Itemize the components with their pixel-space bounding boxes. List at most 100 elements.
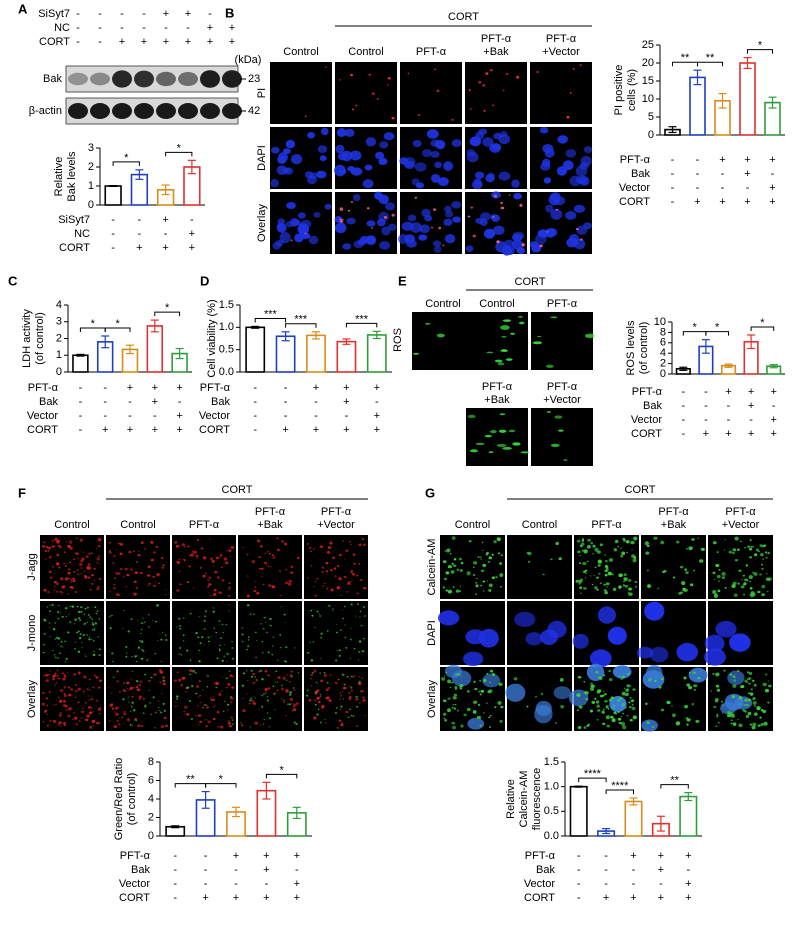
error-bar — [292, 806, 301, 820]
signal — [204, 572, 207, 575]
signal — [407, 72, 410, 75]
signal — [475, 584, 479, 588]
y-tick-label: 5 — [648, 111, 654, 123]
bar — [739, 62, 756, 136]
signal — [254, 676, 257, 678]
signal — [79, 637, 82, 640]
signal — [111, 652, 114, 655]
signal — [590, 575, 592, 577]
signal — [357, 659, 360, 661]
signal — [228, 610, 230, 612]
signal — [603, 583, 607, 586]
signal — [67, 631, 70, 634]
signal — [596, 704, 600, 708]
signal — [212, 698, 216, 701]
signal — [612, 719, 616, 722]
signal — [285, 139, 296, 149]
signal — [56, 657, 60, 659]
condition-sign: - — [604, 878, 608, 890]
signal — [48, 622, 51, 624]
signal — [732, 675, 736, 678]
signal — [223, 557, 228, 561]
signal — [51, 677, 56, 681]
signal — [731, 552, 735, 555]
signal — [186, 686, 190, 689]
signal — [59, 652, 61, 655]
signal — [292, 708, 297, 712]
signal — [281, 540, 285, 543]
signal — [316, 697, 320, 700]
signal — [468, 540, 472, 543]
y-tick-label: 0 — [148, 830, 154, 842]
signal — [108, 541, 111, 544]
signal — [98, 654, 101, 656]
condition-label: CORT — [27, 424, 58, 436]
signal — [581, 538, 585, 541]
condition-label: PFT-α — [120, 850, 151, 862]
condition-sign: - — [721, 182, 725, 194]
signal — [442, 712, 447, 716]
signal — [443, 161, 454, 171]
signal — [249, 699, 251, 702]
signal — [363, 543, 366, 547]
signal — [596, 691, 599, 694]
signal — [363, 637, 365, 640]
signal — [446, 548, 451, 552]
signal — [249, 697, 253, 700]
signal — [221, 659, 224, 662]
band-label: Bak — [43, 73, 62, 85]
signal — [203, 704, 205, 706]
blot-sign: - — [76, 8, 80, 20]
signal — [285, 568, 288, 571]
signal — [339, 218, 342, 221]
signal — [297, 556, 300, 560]
signal — [195, 715, 197, 717]
signal — [68, 561, 71, 564]
condition-sign: - — [128, 410, 132, 422]
signal — [737, 548, 740, 551]
y-axis-label: Cell viability (%) — [206, 299, 218, 377]
micrograph — [106, 601, 170, 665]
signal — [136, 655, 138, 657]
signal — [210, 557, 213, 560]
signal — [264, 552, 267, 555]
signal — [360, 578, 363, 581]
condition-sign: + — [127, 382, 133, 394]
column-label: +Bak — [257, 519, 283, 531]
signal — [219, 556, 222, 558]
condition-sign: - — [604, 864, 608, 876]
condition-sign: + — [176, 424, 182, 436]
condition-sign: + — [658, 892, 664, 904]
signal — [254, 581, 256, 583]
error-bar — [232, 806, 240, 818]
signal — [437, 610, 460, 626]
signal — [358, 680, 361, 683]
y-axis-label: (of control) — [34, 312, 46, 365]
signal — [226, 653, 229, 656]
signal — [585, 698, 589, 701]
signal — [47, 549, 50, 552]
signal — [294, 647, 296, 649]
signal — [45, 620, 47, 622]
signal — [759, 544, 764, 548]
condition-sign: - — [727, 414, 731, 426]
signal — [459, 686, 463, 690]
signal — [358, 676, 361, 678]
signal — [129, 686, 134, 690]
condition-sign: + — [136, 242, 142, 254]
signal — [291, 710, 294, 712]
signal — [584, 333, 595, 339]
signal — [79, 550, 81, 552]
signal — [312, 641, 315, 643]
signal — [109, 627, 112, 630]
signal — [462, 651, 484, 667]
signal — [247, 636, 250, 639]
signal — [579, 238, 583, 241]
signal — [475, 171, 485, 179]
signal — [230, 716, 233, 719]
signal — [277, 548, 280, 552]
signal — [42, 541, 46, 544]
signal — [67, 571, 71, 575]
